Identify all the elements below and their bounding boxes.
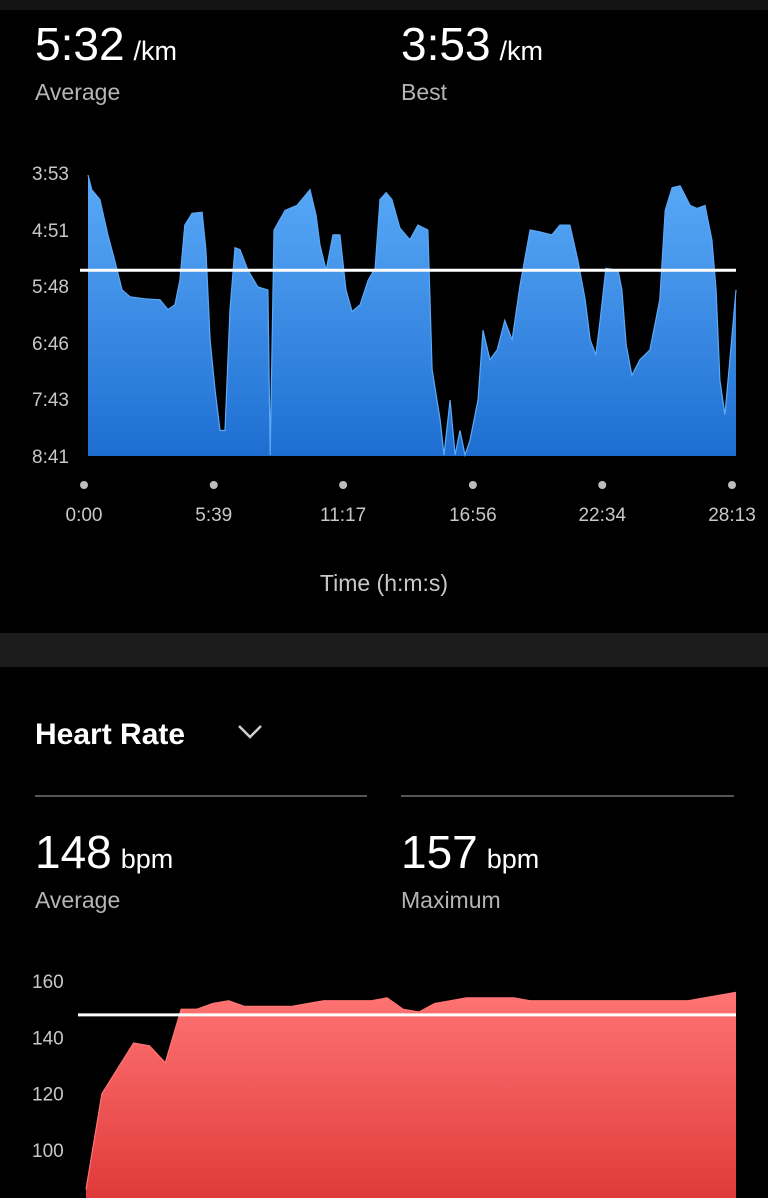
stat-value: 157 bpm xyxy=(401,826,539,878)
stat-unit: bpm xyxy=(487,844,540,874)
stat-value: 5:32/km xyxy=(35,18,177,70)
x-tick-label: 11:17 xyxy=(320,505,366,526)
stat-value: 148 bpm xyxy=(35,826,173,878)
x-tick-dot xyxy=(339,481,348,489)
stat-number: 5:32 xyxy=(35,18,125,70)
stat-number: 157 xyxy=(401,826,478,878)
y-tick-label: 100 xyxy=(32,1141,64,1162)
stat-label: Average xyxy=(35,79,120,105)
x-tick-label: 22:34 xyxy=(578,505,626,526)
y-tick-label: 3:53 xyxy=(32,164,69,185)
x-tick-label: 0:00 xyxy=(66,505,103,526)
y-tick-label: 120 xyxy=(32,1085,64,1106)
y-tick-label: 140 xyxy=(32,1028,64,1049)
y-tick-label: 5:48 xyxy=(32,277,69,298)
section-title[interactable]: Heart Rate xyxy=(35,718,185,751)
area-line xyxy=(87,174,737,458)
y-tick-label: 4:51 xyxy=(32,221,69,242)
stat-label: Best xyxy=(401,79,448,105)
stat-unit: /km xyxy=(134,36,178,66)
area-fill xyxy=(86,992,736,1198)
stat-value: 3:53/km xyxy=(401,18,543,70)
x-axis-title: Time (h:m:s) xyxy=(320,570,448,596)
y-tick-label: 7:43 xyxy=(32,390,69,411)
section-divider xyxy=(0,633,768,667)
top-strip xyxy=(0,0,768,10)
x-tick-label: 16:56 xyxy=(449,505,497,526)
stat-number: 148 xyxy=(35,826,112,878)
area-fill xyxy=(88,175,736,456)
y-tick-label: 8:41 xyxy=(32,447,69,468)
stat-label: Average xyxy=(35,887,120,913)
x-tick-label: 5:39 xyxy=(195,505,232,526)
y-tick-label: 160 xyxy=(32,972,64,993)
x-tick-dot xyxy=(598,481,607,489)
x-tick-dot xyxy=(468,481,477,489)
x-tick-dot xyxy=(209,481,218,489)
y-tick-label: 6:46 xyxy=(32,334,69,355)
stat-number: 3:53 xyxy=(401,18,491,70)
dropdown-chevron[interactable] xyxy=(238,725,262,739)
stat-unit: /km xyxy=(500,36,544,66)
x-tick-dot xyxy=(728,481,736,489)
x-tick-label: 28:13 xyxy=(708,505,756,526)
stat-unit: bpm xyxy=(121,844,174,874)
area-line xyxy=(85,991,737,1190)
stat-label: Maximum xyxy=(401,887,501,913)
x-tick-dot xyxy=(80,481,88,489)
